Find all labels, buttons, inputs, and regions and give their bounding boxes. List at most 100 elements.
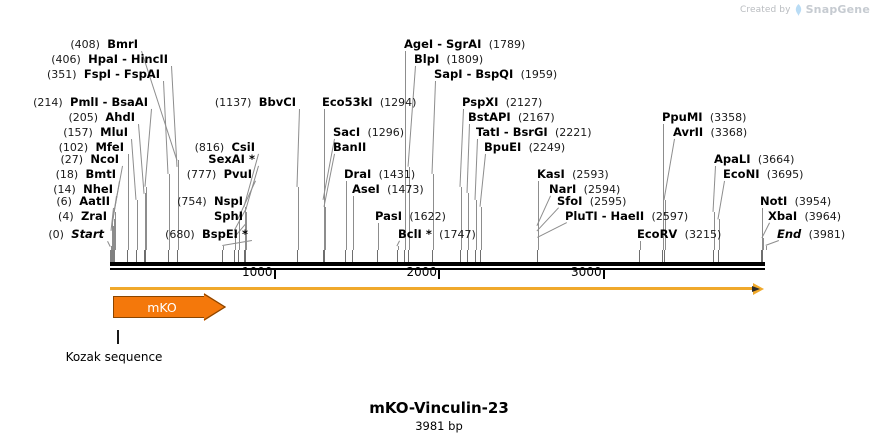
orf-translation-line[interactable] bbox=[110, 287, 758, 290]
leader-line bbox=[136, 200, 138, 250]
restriction-site-tick[interactable] bbox=[324, 250, 325, 262]
restriction-site-tick[interactable] bbox=[761, 250, 762, 262]
enzyme-label[interactable]: SphI bbox=[214, 209, 243, 223]
restriction-site-tick[interactable] bbox=[352, 250, 353, 262]
restriction-site-tick[interactable] bbox=[222, 250, 223, 262]
enzyme-label[interactable]: BlpI (1809) bbox=[414, 52, 484, 66]
enzyme-label[interactable]: SapI - BspQI (1959) bbox=[434, 67, 558, 81]
leader-line bbox=[110, 246, 112, 250]
enzyme-label[interactable]: (408) BmrI bbox=[70, 37, 138, 51]
enzyme-label[interactable]: ApaLI (3664) bbox=[714, 152, 795, 166]
enzyme-label[interactable]: EcoNI (3695) bbox=[723, 167, 804, 181]
restriction-site-tick[interactable] bbox=[238, 250, 239, 262]
enzyme-label[interactable]: (102) MfeI bbox=[58, 140, 124, 154]
leader-line bbox=[296, 108, 300, 187]
leader-line bbox=[323, 109, 325, 250]
restriction-site-tick[interactable] bbox=[244, 250, 245, 262]
restriction-site-tick[interactable] bbox=[144, 250, 145, 262]
enzyme-label[interactable]: BanII bbox=[333, 140, 367, 154]
enzyme-label[interactable]: (816) CsiI bbox=[194, 140, 255, 154]
enzyme-label[interactable]: (754) NspI bbox=[177, 194, 243, 208]
enzyme-label[interactable]: SfoI (2595) bbox=[557, 194, 627, 208]
leader-line bbox=[664, 200, 666, 250]
enzyme-label[interactable]: End (3981) bbox=[777, 227, 846, 241]
enzyme-label[interactable]: DraI (1431) bbox=[344, 167, 416, 181]
leader-line bbox=[762, 237, 764, 250]
restriction-site-tick[interactable] bbox=[713, 250, 714, 262]
enzyme-label[interactable]: PspXI (2127) bbox=[462, 95, 543, 109]
restriction-site-tick[interactable] bbox=[718, 250, 719, 262]
enzyme-label[interactable]: AvrII (3368) bbox=[673, 125, 748, 139]
kozak-sequence-label: Kozak sequence bbox=[65, 350, 163, 364]
kozak-sequence-tick[interactable] bbox=[117, 330, 119, 344]
restriction-site-tick[interactable] bbox=[177, 250, 178, 262]
ruler-label: 1000 bbox=[241, 265, 273, 279]
restriction-site-tick[interactable] bbox=[145, 250, 146, 262]
restriction-site-tick[interactable] bbox=[404, 250, 405, 262]
restriction-site-tick[interactable] bbox=[537, 250, 538, 262]
enzyme-label[interactable]: BstAPI (2167) bbox=[468, 110, 555, 124]
restriction-site-tick[interactable] bbox=[245, 250, 246, 262]
ruler-tick bbox=[438, 270, 441, 279]
enzyme-label[interactable]: (1137) BbvCI bbox=[214, 95, 296, 109]
enzyme-label[interactable]: SexAI * bbox=[208, 152, 255, 166]
restriction-site-tick[interactable] bbox=[432, 250, 433, 262]
restriction-site-tick[interactable] bbox=[168, 250, 169, 262]
sequence-backbone[interactable] bbox=[110, 262, 765, 266]
enzyme-label[interactable]: NotI (3954) bbox=[760, 194, 832, 208]
enzyme-label[interactable]: (18) BmtI bbox=[55, 167, 116, 181]
leader-line bbox=[112, 225, 114, 250]
restriction-site-tick[interactable] bbox=[345, 250, 346, 262]
enzyme-label[interactable]: (4) ZraI bbox=[58, 209, 107, 223]
feature-mko-body bbox=[113, 296, 205, 318]
enzyme-label[interactable]: (205) AhdI bbox=[68, 110, 135, 124]
enzyme-label[interactable]: (351) FspI - FspAI bbox=[46, 67, 160, 81]
enzyme-label[interactable]: (14) NheI bbox=[53, 182, 113, 196]
restriction-site-tick[interactable] bbox=[480, 250, 481, 262]
restriction-site-tick[interactable] bbox=[762, 250, 763, 262]
restriction-site-tick[interactable] bbox=[377, 250, 378, 262]
restriction-site-tick[interactable] bbox=[297, 250, 298, 262]
restriction-site-tick[interactable] bbox=[136, 250, 137, 262]
enzyme-label[interactable]: PpuMI (3358) bbox=[662, 110, 747, 124]
restriction-site-tick[interactable] bbox=[234, 250, 235, 262]
enzyme-label[interactable]: Eco53kI (1294) bbox=[322, 95, 417, 109]
enzyme-label[interactable]: AgeI - SgrAI (1789) bbox=[404, 37, 526, 51]
leader-line bbox=[111, 223, 113, 250]
enzyme-label[interactable]: (214) PmlI - BsaAI bbox=[33, 95, 148, 109]
enzyme-label[interactable]: XbaI (3964) bbox=[768, 209, 842, 223]
enzyme-label[interactable]: (680) BspEI * bbox=[165, 227, 248, 241]
leader-line bbox=[114, 212, 116, 250]
restriction-site-tick[interactable] bbox=[397, 250, 398, 262]
restriction-site-tick[interactable] bbox=[467, 250, 468, 262]
restriction-site-tick[interactable] bbox=[475, 250, 476, 262]
enzyme-label[interactable]: AseI (1473) bbox=[352, 182, 424, 196]
ruler-label: 3000 bbox=[571, 265, 602, 279]
feature-mko-label: mKO bbox=[147, 299, 177, 315]
enzyme-label[interactable]: BpuEI (2249) bbox=[484, 140, 566, 154]
enzyme-label[interactable]: PasI (1622) bbox=[375, 209, 446, 223]
enzyme-label[interactable]: KasI (2593) bbox=[537, 167, 609, 181]
enzyme-label[interactable]: (27) NcoI bbox=[60, 152, 119, 166]
enzyme-label[interactable]: TatI - BsrGI (2221) bbox=[476, 125, 592, 139]
enzyme-label[interactable]: PluTI - HaeII (2597) bbox=[565, 209, 689, 223]
enzyme-label[interactable]: NarI (2594) bbox=[549, 182, 621, 196]
enzyme-label[interactable]: (6) AatII bbox=[56, 194, 110, 208]
leader-line bbox=[404, 51, 406, 250]
restriction-site-tick[interactable] bbox=[639, 250, 640, 262]
enzyme-label[interactable]: SacI (1296) bbox=[333, 125, 405, 139]
restriction-site-tick[interactable] bbox=[662, 250, 663, 262]
orf-arrowhead-inner bbox=[752, 286, 760, 292]
restriction-site-tick[interactable] bbox=[323, 250, 324, 262]
enzyme-label[interactable]: (0) Start bbox=[48, 227, 104, 241]
restriction-site-tick[interactable] bbox=[408, 250, 409, 262]
enzyme-label[interactable]: (406) HpaI - HincII bbox=[51, 52, 168, 66]
restriction-site-tick[interactable] bbox=[460, 250, 461, 262]
enzyme-label[interactable]: BclI * (1747) bbox=[398, 227, 476, 241]
enzyme-label[interactable]: EcoRV (3215) bbox=[637, 227, 722, 241]
enzyme-label[interactable]: (157) MluI bbox=[63, 125, 128, 139]
restriction-site-tick[interactable] bbox=[127, 250, 128, 262]
enzyme-label[interactable]: (777) PvuI bbox=[186, 167, 252, 181]
restriction-site-tick[interactable] bbox=[664, 250, 665, 262]
